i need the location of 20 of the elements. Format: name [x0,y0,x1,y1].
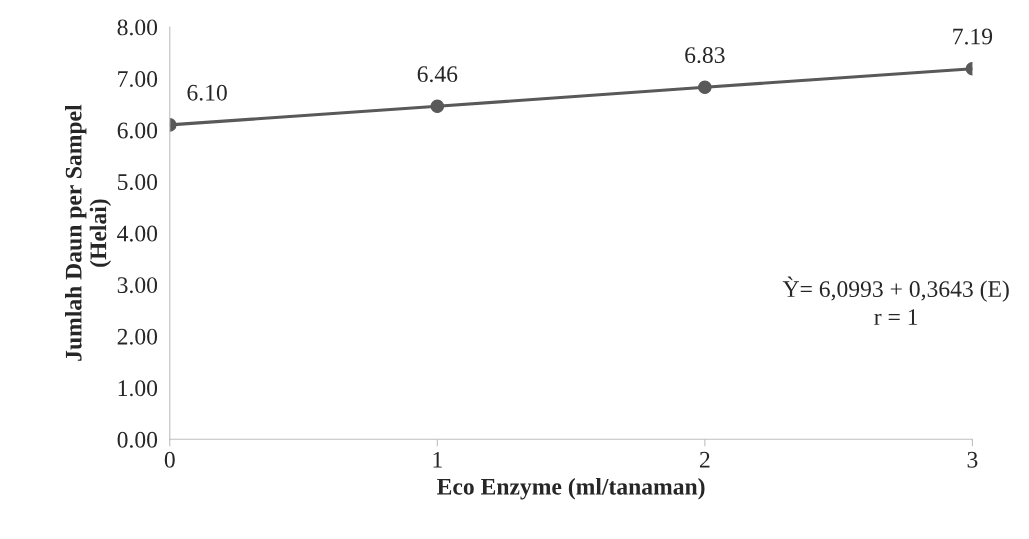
data-label: 6.46 [417,66,458,83]
y-tick-label: 2.00 [117,328,158,345]
y-tick-label: 6.00 [117,122,158,139]
x-tick-label: 0 [164,451,175,468]
y-tick-label: 7.00 [118,70,158,88]
y-tick-label: 3.00 [117,277,158,294]
y-tick-label: 5.00 [118,174,158,191]
data-label: 7.19 [953,28,993,45]
x-tick-label: 3 [967,451,978,468]
x-tick-label: 1 [433,451,442,468]
y-axis-title: Jumlah Daun per Sampel (Helai) [65,104,112,361]
y-tick-label: 1.00 [118,380,158,397]
y-tick-label: 0.00 [117,431,158,448]
y-tick-label: 8.00 [117,19,158,36]
x-tick-label: 2 [700,451,710,468]
x-axis-title: Eco Enzyme (ml/tanaman) [437,478,705,500]
data-label: 6.83 [685,47,725,64]
data-label: 6.10 [187,84,227,101]
annotation: Ỳ= 6,0993 + 0,3643 (E) r = 1 [782,276,1009,325]
y-tick-label: 4.00 [117,225,158,242]
